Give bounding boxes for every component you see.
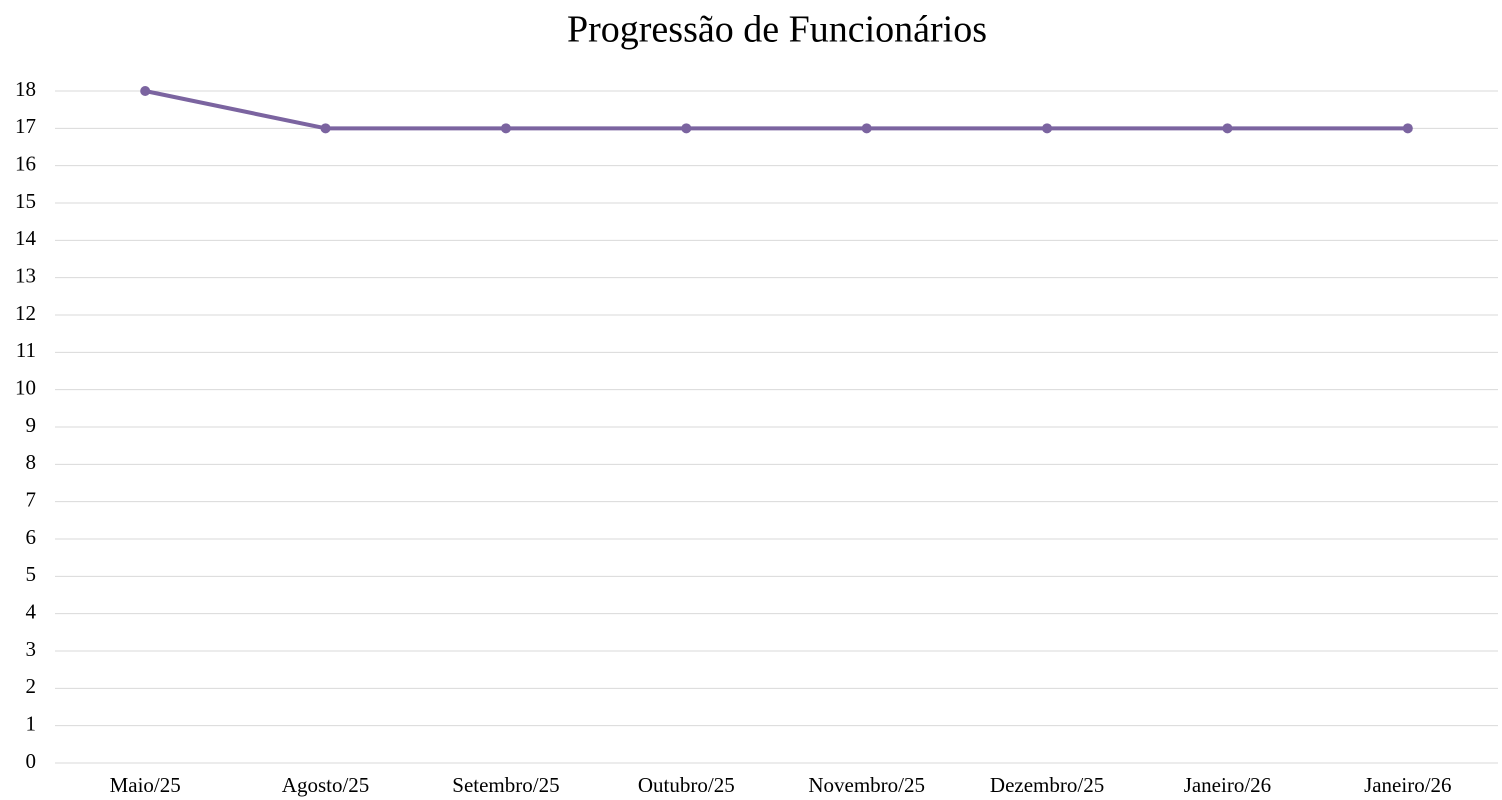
x-tick-label: Novembro/25: [808, 773, 925, 797]
point: [681, 123, 692, 134]
chart-title: Progressão de Funcionários: [567, 9, 987, 51]
y-tick-label: 2: [26, 674, 37, 698]
point: [1222, 123, 1233, 134]
y-tick-label: 6: [26, 525, 37, 549]
point: [320, 123, 331, 134]
y-tick-label: 5: [26, 562, 37, 586]
y-tick-label: 8: [26, 450, 37, 474]
point: [1042, 123, 1053, 134]
point: [1402, 123, 1413, 134]
y-tick-label: 3: [26, 637, 37, 661]
y-tick-label: 7: [26, 487, 37, 511]
x-tick-label: Maio/25: [110, 773, 181, 797]
y-tick-label: 16: [15, 151, 36, 175]
y-tick-label: 14: [15, 226, 37, 250]
y-tick-label: 11: [16, 338, 36, 362]
point: [140, 86, 151, 96]
point: [861, 123, 872, 134]
point: [500, 123, 511, 134]
line: [144, 89, 1408, 131]
y-tick-label: 9: [26, 413, 37, 437]
y-tick-label: 13: [15, 263, 36, 287]
y-tick-label: 17: [15, 114, 36, 138]
x-tick-label: Janeiro/26: [1364, 773, 1451, 797]
y-tick-label: 12: [15, 301, 36, 325]
y-tick-label: 0: [26, 749, 37, 773]
x-tick-label: Setembro/25: [452, 773, 559, 797]
x-tick-label: Dezembro/25: [990, 773, 1104, 797]
y-tick-label: 10: [15, 375, 36, 399]
y-tick-label: 1: [26, 711, 37, 735]
y-tick-label: 4: [26, 599, 37, 623]
x-tick-label: Janeiro/26: [1184, 773, 1271, 797]
x-tick-label: Outubro/25: [638, 773, 735, 797]
y-tick-label: 15: [15, 189, 36, 213]
x-tick-label: Agosto/25: [282, 773, 370, 797]
y-tick-label: 18: [15, 77, 36, 101]
